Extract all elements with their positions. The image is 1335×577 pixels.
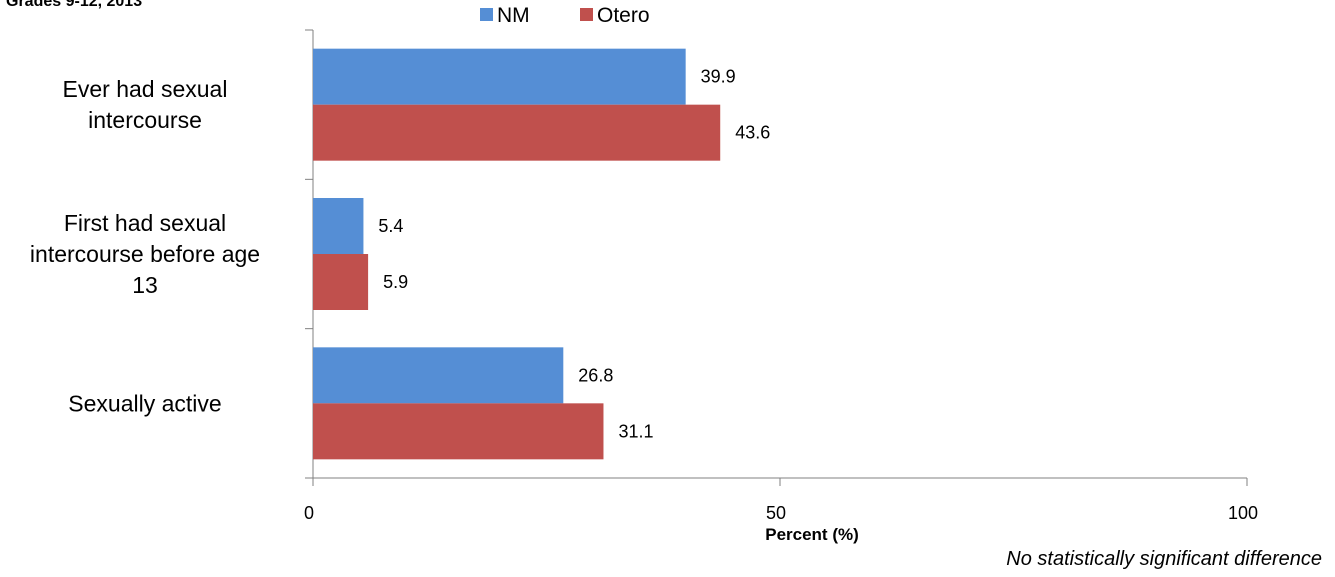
- category-label-line: Ever had sexual: [63, 76, 228, 102]
- footnote: No statistically significant difference: [1006, 548, 1322, 570]
- bar-nm: [313, 198, 364, 254]
- data-label: 26.8: [578, 365, 613, 385]
- x-tick-label: 100: [1228, 503, 1258, 523]
- bar-otero: [313, 104, 721, 161]
- bar-nm: [313, 347, 564, 404]
- data-label: 39.9: [701, 67, 736, 87]
- legend-label-otero: Otero: [597, 4, 650, 27]
- chart-subtitle: Grades 9-12, 2013: [6, 0, 143, 10]
- bar-nm: [313, 48, 686, 105]
- data-label: 5.4: [378, 216, 403, 236]
- legend-swatch-otero: [580, 8, 593, 21]
- x-axis-title: Percent (%): [765, 525, 859, 544]
- x-tick-label: 0: [304, 503, 314, 523]
- category-label-line: Sexually active: [68, 390, 221, 416]
- data-label: 31.1: [618, 421, 653, 441]
- category-label: First had sexual intercourse before age 13: [30, 210, 260, 298]
- legend-label-nm: NM: [497, 4, 530, 27]
- category-label: Sexually active: [68, 390, 221, 416]
- category-label: Ever had sexual intercourse: [63, 76, 228, 133]
- data-label: 43.6: [735, 123, 770, 143]
- category-label-line: 13: [132, 272, 158, 298]
- bar-otero: [313, 403, 604, 460]
- category-label-line: First had sexual: [64, 210, 226, 236]
- data-label: 5.9: [383, 272, 408, 292]
- bar-otero: [313, 254, 369, 310]
- category-label-line: intercourse: [88, 107, 202, 133]
- x-tick-label: 50: [766, 503, 786, 523]
- legend-swatch-nm: [480, 8, 493, 21]
- category-label-line: intercourse before age: [30, 241, 260, 267]
